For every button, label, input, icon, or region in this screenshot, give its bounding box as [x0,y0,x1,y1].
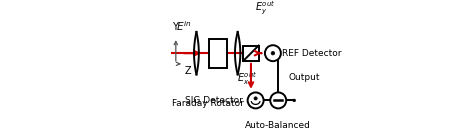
Circle shape [265,45,281,61]
Circle shape [270,92,286,108]
Circle shape [271,51,274,55]
Circle shape [247,92,264,108]
Bar [243,45,259,61]
Text: $E^{in}$: $E^{in}$ [176,19,191,33]
Text: $E_y^{out}$: $E_y^{out}$ [255,0,275,17]
Text: Y: Y [172,22,177,32]
Circle shape [293,99,295,102]
Text: Z: Z [184,66,191,76]
Text: Faraday Rotator: Faraday Rotator [173,99,244,108]
Text: SIG Detector: SIG Detector [185,96,243,105]
Bar [209,39,227,68]
Text: REF Detector: REF Detector [282,49,342,58]
Text: $E_x^{out}$: $E_x^{out}$ [237,70,258,87]
Text: Output: Output [288,73,319,82]
Circle shape [254,97,257,100]
Text: Auto-Balanced: Auto-Balanced [245,121,311,130]
